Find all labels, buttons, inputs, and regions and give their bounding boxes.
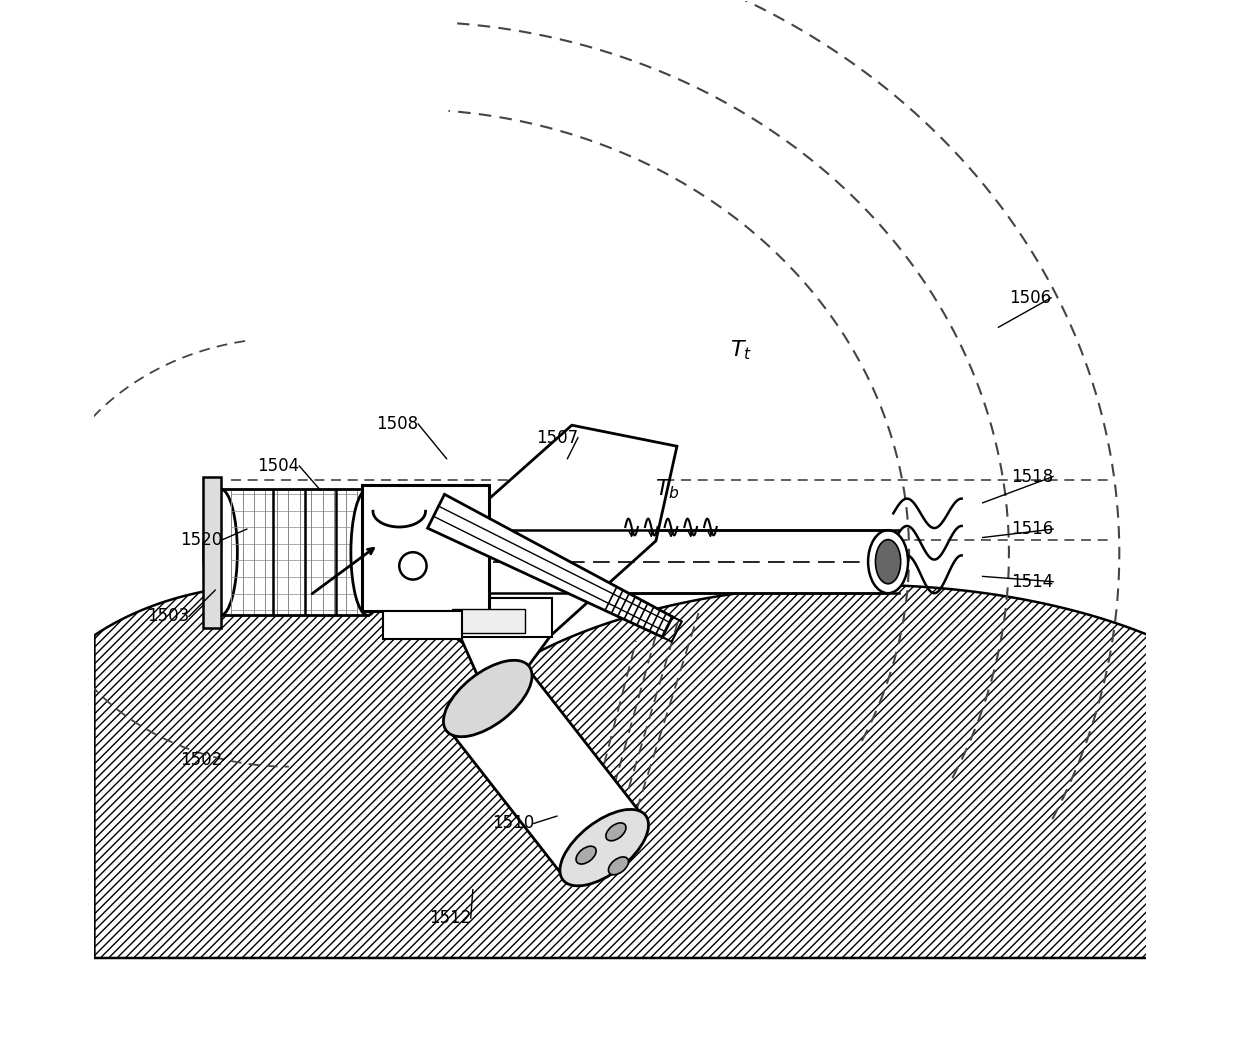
Ellipse shape	[868, 530, 908, 593]
Ellipse shape	[875, 540, 900, 584]
Polygon shape	[202, 476, 221, 628]
Ellipse shape	[203, 489, 237, 616]
Ellipse shape	[577, 846, 596, 864]
Ellipse shape	[351, 489, 384, 616]
Text: 1512: 1512	[429, 909, 471, 928]
Polygon shape	[425, 530, 888, 593]
Text: 1508: 1508	[376, 415, 418, 433]
Text: $T_t$: $T_t$	[730, 338, 751, 363]
Ellipse shape	[560, 809, 649, 885]
Text: 1520: 1520	[181, 530, 223, 549]
Polygon shape	[383, 611, 463, 640]
Polygon shape	[451, 609, 526, 633]
Text: 1516: 1516	[1011, 520, 1053, 539]
Text: 1510: 1510	[492, 815, 534, 833]
Text: 1506: 1506	[1009, 289, 1052, 307]
Text: 1503: 1503	[148, 607, 190, 625]
Polygon shape	[449, 668, 644, 878]
Polygon shape	[362, 485, 489, 611]
Polygon shape	[221, 489, 368, 616]
Text: 1514: 1514	[1011, 572, 1053, 590]
Polygon shape	[94, 585, 1198, 958]
Text: 1518: 1518	[1011, 468, 1053, 486]
Text: 1504: 1504	[258, 457, 299, 475]
Text: 1502: 1502	[181, 752, 223, 769]
Circle shape	[399, 552, 427, 580]
Ellipse shape	[606, 823, 626, 841]
Polygon shape	[436, 599, 552, 638]
Ellipse shape	[609, 857, 629, 875]
Polygon shape	[445, 425, 677, 699]
Text: 1507: 1507	[536, 429, 578, 447]
Text: $T_b$: $T_b$	[655, 477, 680, 501]
Ellipse shape	[444, 660, 532, 737]
Polygon shape	[428, 494, 672, 637]
